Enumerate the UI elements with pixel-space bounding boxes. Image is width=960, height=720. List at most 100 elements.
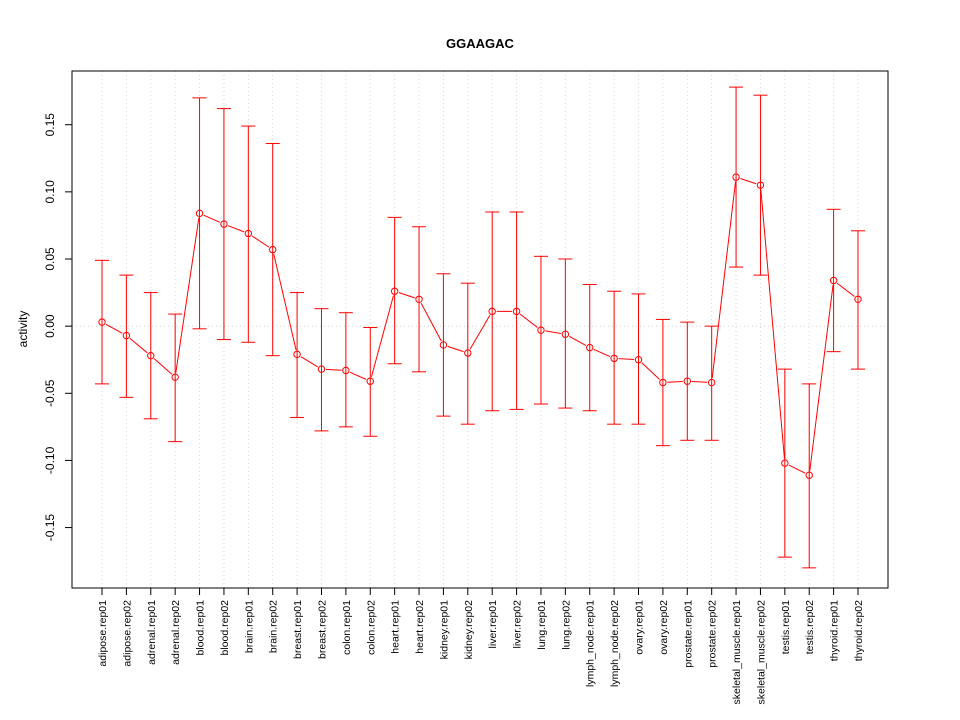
series-line-segment xyxy=(251,235,270,248)
x-tick-label: prostate.rep02 xyxy=(707,600,719,668)
data-point xyxy=(366,377,374,385)
x-tick-label: skeletal_muscle.rep02 xyxy=(755,600,767,705)
series-line-segment xyxy=(203,214,221,223)
series-line-segment xyxy=(836,282,855,297)
x-tick-label: kidney.rep01 xyxy=(438,600,450,660)
series-line-segment xyxy=(349,371,367,380)
data-point xyxy=(781,459,789,467)
x-tick-label: lung.rep01 xyxy=(536,600,548,650)
series-line-segment xyxy=(325,368,342,371)
series-layer xyxy=(95,86,865,569)
x-tick-label: adrenal.rep01 xyxy=(146,600,158,665)
series-line-segment xyxy=(618,358,635,360)
series-line-segment xyxy=(469,315,491,350)
series-line-segment xyxy=(809,284,834,471)
x-tick-label: kidney.rep02 xyxy=(463,600,475,660)
data-point xyxy=(732,173,740,181)
data-point xyxy=(488,307,496,316)
data-point xyxy=(220,220,228,228)
data-point xyxy=(171,373,179,381)
x-tick-label: breast.rep01 xyxy=(292,600,304,659)
y-axis-label: activity xyxy=(16,311,30,348)
x-tick-label: brain.rep01 xyxy=(243,600,255,653)
x-tick-label: ovary.rep01 xyxy=(634,600,646,655)
data-point xyxy=(829,276,838,285)
data-point xyxy=(512,307,521,316)
data-point xyxy=(244,229,253,238)
x-tick-label: liver.rep01 xyxy=(487,600,499,649)
x-tick-label: prostate.rep01 xyxy=(682,600,694,668)
data-point xyxy=(293,350,301,359)
x-tick-label: brain.rep02 xyxy=(268,600,280,653)
x-tick-label: ovary.rep02 xyxy=(658,600,670,655)
x-tick-label: thyroid.rep02 xyxy=(853,600,865,661)
series-line-segment xyxy=(370,295,394,377)
data-point xyxy=(805,471,813,479)
data-point xyxy=(269,245,277,254)
data-point xyxy=(415,295,423,303)
series-line-segment xyxy=(300,356,318,368)
x-tick-label: heart.rep01 xyxy=(390,600,402,654)
y-tick-label: 0.15 xyxy=(43,113,57,137)
x-tick-label: adipose.rep02 xyxy=(121,600,133,667)
series-line-segment xyxy=(788,464,806,474)
series-line-segment xyxy=(105,323,123,334)
x-tick-label: lymph_node.rep01 xyxy=(585,600,597,687)
y-tick-label: 0.00 xyxy=(43,314,57,338)
x-tick-label: testis.rep01 xyxy=(780,600,792,654)
data-point xyxy=(756,181,765,189)
x-tick-label: colon.rep02 xyxy=(365,600,377,655)
x-tick-label: lymph_node.rep02 xyxy=(609,600,621,687)
grid-layer xyxy=(72,71,888,588)
x-tick-label: heart.rep02 xyxy=(414,600,426,654)
series-line-segment xyxy=(711,181,737,379)
x-axis: adipose.rep01 adipose.rep02 adrenal.rep01 a… xyxy=(97,587,865,705)
series-line-segment xyxy=(641,362,660,380)
y-tick-label: -0.10 xyxy=(43,446,57,474)
data-point xyxy=(195,209,204,218)
data-point xyxy=(586,343,594,352)
series-line-segment xyxy=(519,313,538,328)
y-axis: -0.15 -0.10 -0.05 0.00 0.05 0.10 0.15 xyxy=(43,113,73,542)
series-line-segment xyxy=(398,292,415,299)
x-tick-label: thyroid.rep01 xyxy=(829,600,841,661)
data-point xyxy=(561,330,570,338)
x-tick-label: skeletal_muscle.rep01 xyxy=(731,600,743,705)
data-point xyxy=(659,378,667,387)
data-point xyxy=(707,378,716,387)
y-tick-label: -0.05 xyxy=(43,379,57,407)
data-point xyxy=(537,326,545,334)
data-point xyxy=(317,365,326,373)
data-point xyxy=(610,354,618,363)
x-tick-label: lung.rep02 xyxy=(560,600,572,650)
series-line-segment xyxy=(273,253,297,351)
series-line-segment xyxy=(740,178,757,185)
plot-frame xyxy=(71,70,889,589)
series-line-segment xyxy=(691,380,708,383)
data-point xyxy=(342,366,350,375)
data-point xyxy=(683,377,691,385)
x-tick-label: liver.rep02 xyxy=(512,600,524,649)
data-point xyxy=(98,318,106,326)
series-line-segment xyxy=(129,338,148,354)
series-line-segment xyxy=(760,189,785,459)
data-point xyxy=(122,331,131,340)
x-tick-label: blood.rep02 xyxy=(219,600,231,656)
x-tick-label: breast.rep02 xyxy=(316,600,328,659)
x-tick-label: testis.rep02 xyxy=(804,600,816,654)
x-tick-label: adipose.rep01 xyxy=(97,600,109,667)
data-point xyxy=(147,351,155,360)
y-tick-label: 0.05 xyxy=(43,247,57,271)
series-line-segment xyxy=(545,330,561,334)
series-line-segment xyxy=(175,217,200,373)
series-line-segment xyxy=(593,348,611,358)
y-tick-label: -0.15 xyxy=(43,514,57,542)
series-line-segment xyxy=(420,303,442,342)
series-line-segment xyxy=(153,358,173,375)
series-line-segment xyxy=(667,380,683,383)
y-tick-label: 0.10 xyxy=(43,180,57,204)
x-tick-label: adrenal.rep02 xyxy=(170,600,182,665)
x-tick-label: colon.rep01 xyxy=(341,600,353,655)
data-point xyxy=(390,287,399,295)
